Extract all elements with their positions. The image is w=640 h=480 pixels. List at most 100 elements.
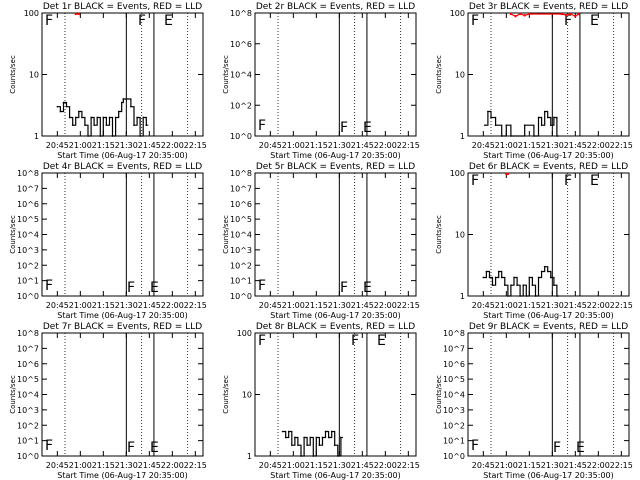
events-data-point — [84, 124, 86, 126]
flag-label: F — [564, 173, 572, 189]
y-tick-label: 10^3 — [17, 406, 39, 415]
x-tick-label: 22:15 — [184, 461, 207, 470]
y-tick-label: 100 — [237, 329, 252, 338]
y-tick-label: 1 — [34, 132, 39, 141]
events-data-point — [133, 124, 135, 126]
y-tick-label: 10^3 — [17, 246, 39, 255]
x-tick-label: 22:15 — [397, 461, 420, 470]
events-data-point — [490, 116, 492, 119]
lld-data-point — [569, 12, 572, 16]
y-axis-label: Counts/sec — [222, 55, 230, 94]
events-data-point — [537, 276, 540, 279]
events-data-point — [531, 284, 534, 286]
flag-label: F — [471, 173, 479, 189]
y-tick-label: 10^6 — [17, 360, 39, 369]
events-data-point — [523, 124, 526, 126]
events-data-point — [108, 116, 111, 119]
events-data-point — [312, 455, 315, 457]
x-tick-label: 21:45 — [564, 461, 587, 470]
y-tick-label: 10^5 — [230, 215, 252, 224]
x-tick-label: 22:00 — [587, 461, 610, 470]
x-tick-label: 22:15 — [397, 301, 420, 310]
events-data-point — [494, 124, 497, 126]
events-data-point — [550, 276, 552, 279]
x-tick-label: 21:00 — [495, 301, 518, 310]
panel-title: Det 1r BLACK = Events, RED = LLD — [43, 2, 202, 12]
events-data-point — [99, 135, 102, 137]
x-tick-label: 22:15 — [397, 141, 420, 150]
lld-data-point — [523, 14, 526, 17]
y-tick-label: 10^4 — [17, 391, 39, 400]
y-axis-label: Counts/sec — [222, 375, 230, 414]
x-tick-label: 20:45 — [472, 141, 495, 150]
events-data-point — [340, 436, 342, 439]
x-tick-label: 21:15 — [92, 461, 115, 470]
x-axis-label: Start Time (06-Aug-17 20:35:00) — [270, 311, 401, 320]
events-data-point — [284, 436, 287, 439]
flag-label: F — [45, 278, 53, 294]
y-tick-label: 10^5 — [17, 215, 39, 224]
x-axis-label: Start Time (06-Aug-17 20:35:00) — [57, 471, 188, 480]
x-tick-label: 21:15 — [518, 141, 541, 150]
events-data-point — [294, 436, 296, 439]
events-data-point — [318, 444, 321, 446]
x-tick-label: 21:45 — [564, 301, 587, 310]
flag-label: F — [471, 438, 479, 454]
x-tick-label: 22:00 — [161, 141, 184, 150]
events-data-point — [487, 110, 489, 113]
y-tick-label: 1 — [460, 292, 465, 301]
events-data-point — [139, 135, 141, 137]
x-tick-label: 21:45 — [138, 141, 161, 150]
y-tick-label: 10^2 — [230, 261, 252, 270]
x-tick-label: 22:15 — [184, 301, 207, 310]
plot-frame — [254, 332, 417, 457]
lld-data-point — [77, 12, 81, 16]
flag-label: E — [363, 120, 372, 136]
flag-label: F — [340, 120, 348, 136]
events-data-point — [510, 284, 512, 286]
y-axis-label: Counts/sec — [9, 375, 17, 414]
events-data-point — [488, 276, 491, 279]
flag-label: F — [258, 333, 266, 349]
x-tick-label: 20:45 — [472, 461, 495, 470]
events-data-point — [130, 105, 132, 108]
x-tick-label: 22:00 — [161, 461, 184, 470]
events-data-point — [333, 444, 336, 446]
flag-label: F — [351, 333, 359, 349]
events-data-point — [309, 436, 312, 439]
y-tick-label: 10^8 — [230, 169, 252, 178]
events-data-point — [117, 110, 120, 113]
flag-label: F — [45, 438, 53, 454]
lld-data-point — [528, 12, 531, 16]
y-tick-label: 10^4 — [230, 71, 252, 80]
events-data-point — [500, 135, 503, 137]
plot-frame — [467, 332, 630, 457]
y-tick-label: 10^1 — [17, 277, 39, 286]
x-tick-label: 21:15 — [305, 461, 328, 470]
events-data-point — [525, 295, 528, 297]
y-tick-label: 10^1 — [443, 437, 465, 446]
events-data-point — [78, 110, 80, 113]
events-data-point — [87, 135, 89, 137]
events-data-point — [484, 124, 486, 126]
x-tick-label: 21:30 — [328, 461, 351, 470]
x-tick-label: 22:00 — [374, 301, 397, 310]
events-data-point — [315, 436, 318, 439]
x-tick-label: 21:15 — [518, 301, 541, 310]
events-data-point — [485, 270, 488, 273]
events-data-point — [494, 276, 497, 279]
y-tick-label: 10^1 — [17, 437, 39, 446]
events-data-point — [321, 436, 324, 439]
y-tick-label: 1 — [460, 132, 465, 141]
flag-label: E — [590, 13, 599, 29]
y-tick-label: 10^3 — [230, 246, 252, 255]
events-data-point — [281, 430, 284, 433]
lld-data-point — [506, 172, 510, 176]
events-data-point — [504, 284, 506, 286]
events-data-point — [540, 270, 543, 273]
plot-frame — [41, 12, 204, 137]
x-tick-label: 20:45 — [46, 301, 69, 310]
